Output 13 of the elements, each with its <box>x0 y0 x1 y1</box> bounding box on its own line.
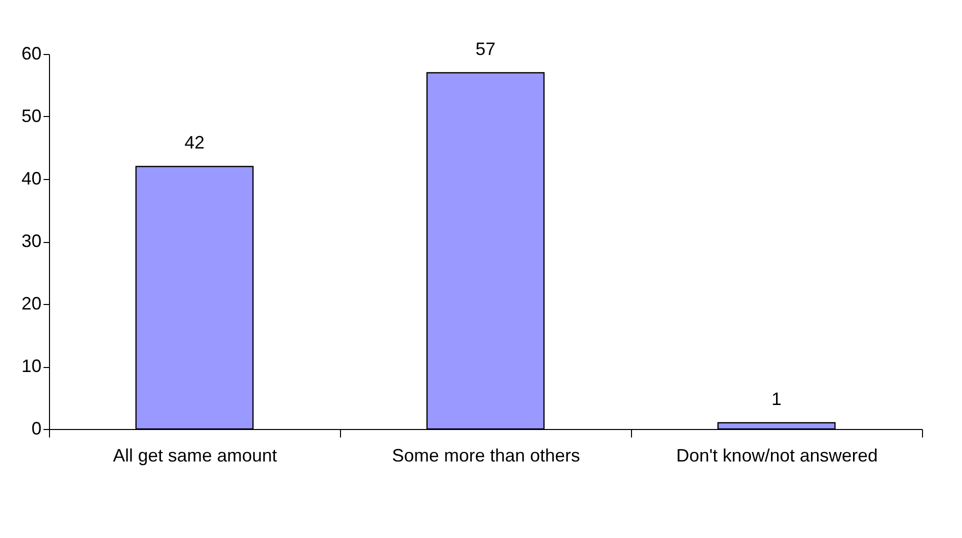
y-tick-label: 40 <box>21 168 42 188</box>
y-tick-label: 0 <box>31 418 42 438</box>
data-label: 42 <box>184 132 205 152</box>
y-tick-label: 10 <box>21 356 42 376</box>
data-label: 57 <box>475 38 496 59</box>
y-tick-label: 50 <box>21 106 42 126</box>
x-tick-label: All get same amount <box>112 446 278 466</box>
x-tick-label: Some more than others <box>392 446 580 466</box>
x-tick-label: Don't know/not answered <box>676 446 878 466</box>
data-label: 1 <box>771 388 782 409</box>
y-tick-label: 30 <box>21 231 42 251</box>
y-tick-label: 60 <box>21 44 42 64</box>
y-tick-label: 20 <box>21 294 42 314</box>
